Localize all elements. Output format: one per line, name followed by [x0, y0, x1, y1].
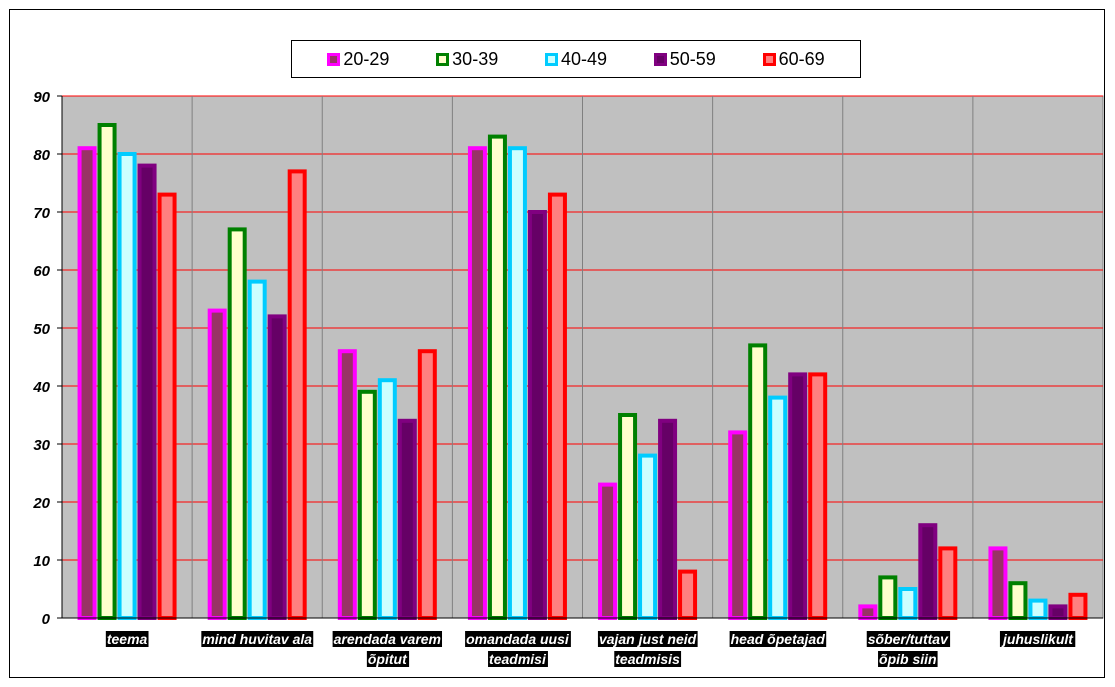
category-label: teadmisi — [489, 651, 547, 667]
category-label-background — [614, 651, 682, 667]
category-label-background — [332, 631, 443, 647]
legend-label: 60-69 — [778, 48, 825, 69]
bar-50-59-1 — [137, 163, 157, 620]
category-label-background — [878, 651, 938, 667]
category-label: head õpetajad — [731, 631, 826, 647]
bar-60-69-3 — [417, 349, 437, 620]
legend-item-40-49: 40-49 — [544, 48, 608, 70]
legend-swatch — [436, 52, 450, 66]
bar-30-39-7 — [878, 575, 898, 621]
category-label-background — [465, 631, 571, 647]
legend-swatch — [327, 52, 341, 66]
category-label: omandada uusi — [466, 631, 570, 647]
category-label-background — [866, 631, 951, 647]
category-label-background — [999, 631, 1076, 647]
bar-40-49-3 — [377, 378, 397, 621]
bar-50-59-4 — [527, 210, 547, 620]
bar-60-69-6 — [808, 372, 828, 620]
bar-50-59-5 — [658, 418, 678, 620]
category-label-background — [488, 651, 548, 667]
y-tick-label: 80 — [33, 147, 50, 164]
legend-swatch — [653, 52, 667, 66]
legend-label: 30-39 — [452, 48, 499, 69]
bar-60-69-1 — [157, 192, 177, 620]
category-label: vajan just neid — [599, 631, 697, 647]
bar-50-59-7 — [918, 523, 938, 621]
bar-20-29-6 — [728, 430, 748, 620]
bar-30-39-8 — [1008, 581, 1028, 621]
bar-40-49-5 — [638, 453, 658, 620]
legend-item-20-29: 20-29 — [327, 49, 389, 70]
bar-50-59-2 — [267, 314, 287, 620]
legend-item-50-59: 50-59 — [653, 48, 716, 70]
bar-30-39-6 — [748, 343, 768, 620]
bar-30-39-3 — [357, 389, 377, 620]
bar-30-39-1 — [97, 123, 117, 620]
bar-50-59-3 — [397, 418, 417, 620]
category-label: teadmisis — [615, 651, 680, 667]
y-tick-label: 70 — [33, 205, 50, 222]
bar-60-69-5 — [678, 569, 698, 620]
bar-40-49-7 — [898, 587, 918, 620]
bar-30-39-5 — [618, 413, 638, 620]
category-label: juhuslikult — [1001, 631, 1074, 647]
bar-20-29-5 — [598, 482, 618, 620]
y-tick-label: 90 — [33, 89, 50, 106]
bar-40-49-2 — [247, 279, 267, 620]
legend-label: 20-29 — [343, 48, 390, 69]
category-label-background — [729, 631, 827, 647]
category-label-background — [105, 631, 149, 647]
y-tick-label: 60 — [33, 263, 50, 280]
y-tick-label: 50 — [33, 321, 50, 338]
bar-60-69-8 — [1068, 592, 1088, 620]
bar-20-29-4 — [467, 146, 487, 620]
bar-40-49-6 — [768, 395, 788, 620]
bar-30-39-4 — [487, 134, 507, 620]
bar-20-29-1 — [77, 146, 97, 620]
bar-60-69-4 — [547, 192, 567, 620]
category-label: õpitut — [368, 651, 408, 667]
y-tick-label: 30 — [33, 437, 50, 454]
category-label-background — [597, 631, 698, 647]
bar-40-49-1 — [117, 152, 137, 620]
bar-50-59-6 — [788, 372, 808, 620]
bar-40-49-4 — [507, 146, 527, 620]
category-label: teema — [107, 631, 148, 647]
y-tick-label: 10 — [33, 553, 50, 570]
legend: 20-29 30-39 40-49 50-59 60-69 — [291, 40, 861, 78]
category-label: õpib siin — [879, 651, 937, 667]
legend-item-60-69: 60-69 — [762, 48, 825, 70]
y-tick-label: 20 — [32, 495, 50, 512]
bar-20-29-3 — [337, 349, 357, 620]
bar-20-29-7 — [858, 604, 878, 621]
legend-item-30-39: 30-39 — [436, 49, 498, 70]
y-tick-label: 40 — [32, 379, 50, 396]
bar-20-29-8 — [988, 546, 1008, 621]
category-label-background — [201, 631, 314, 647]
bar-50-59-8 — [1048, 604, 1068, 621]
category-label: sõber/tuttav — [868, 631, 949, 647]
category-label-background — [366, 651, 410, 667]
legend-swatch — [762, 52, 776, 66]
legend-label: 40-49 — [560, 48, 608, 69]
bar-60-69-7 — [938, 546, 958, 621]
bar-30-39-2 — [227, 227, 247, 620]
category-label: arendada varem — [334, 631, 441, 647]
legend-label: 50-59 — [669, 48, 716, 69]
legend-swatch — [544, 52, 558, 66]
bar-40-49-8 — [1028, 598, 1048, 620]
category-label: mind huvitav ala — [202, 631, 312, 647]
y-tick-label: 0 — [42, 611, 51, 628]
bar-20-29-2 — [207, 308, 227, 620]
bar-60-69-2 — [287, 169, 307, 620]
